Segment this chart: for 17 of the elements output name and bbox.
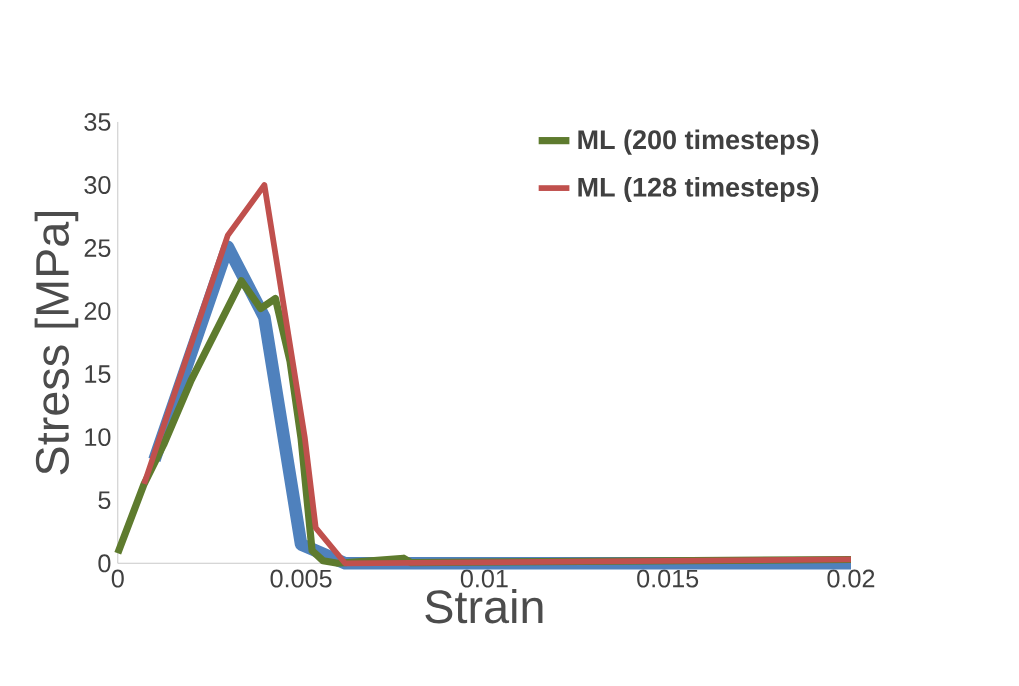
x-tick-label: 0.02 — [827, 569, 875, 588]
y-tick-label: 30 — [84, 175, 111, 194]
y-tick-label: 10 — [85, 428, 111, 447]
legend-label: ML (200 timesteps) — [578, 129, 819, 155]
y-tick-label: 20 — [84, 302, 111, 320]
y-tick-label: 5 — [98, 491, 111, 509]
y-axis-title: Stress [MPa] — [34, 212, 79, 475]
x-tick-label: 0.005 — [270, 569, 332, 588]
x-tick-label: 0.01 — [460, 569, 508, 588]
y-tick-label: 15 — [85, 365, 111, 383]
y-tick-label: 0 — [98, 554, 111, 573]
y-tick-label: 35 — [84, 112, 111, 131]
x-axis-title: Strain — [425, 588, 543, 624]
x-tick-label: 0.015 — [637, 569, 699, 588]
legend-label: ML (128 timesteps) — [578, 176, 819, 203]
x-tick-label: 0 — [111, 569, 124, 588]
y-tick-label: 25 — [84, 239, 111, 257]
